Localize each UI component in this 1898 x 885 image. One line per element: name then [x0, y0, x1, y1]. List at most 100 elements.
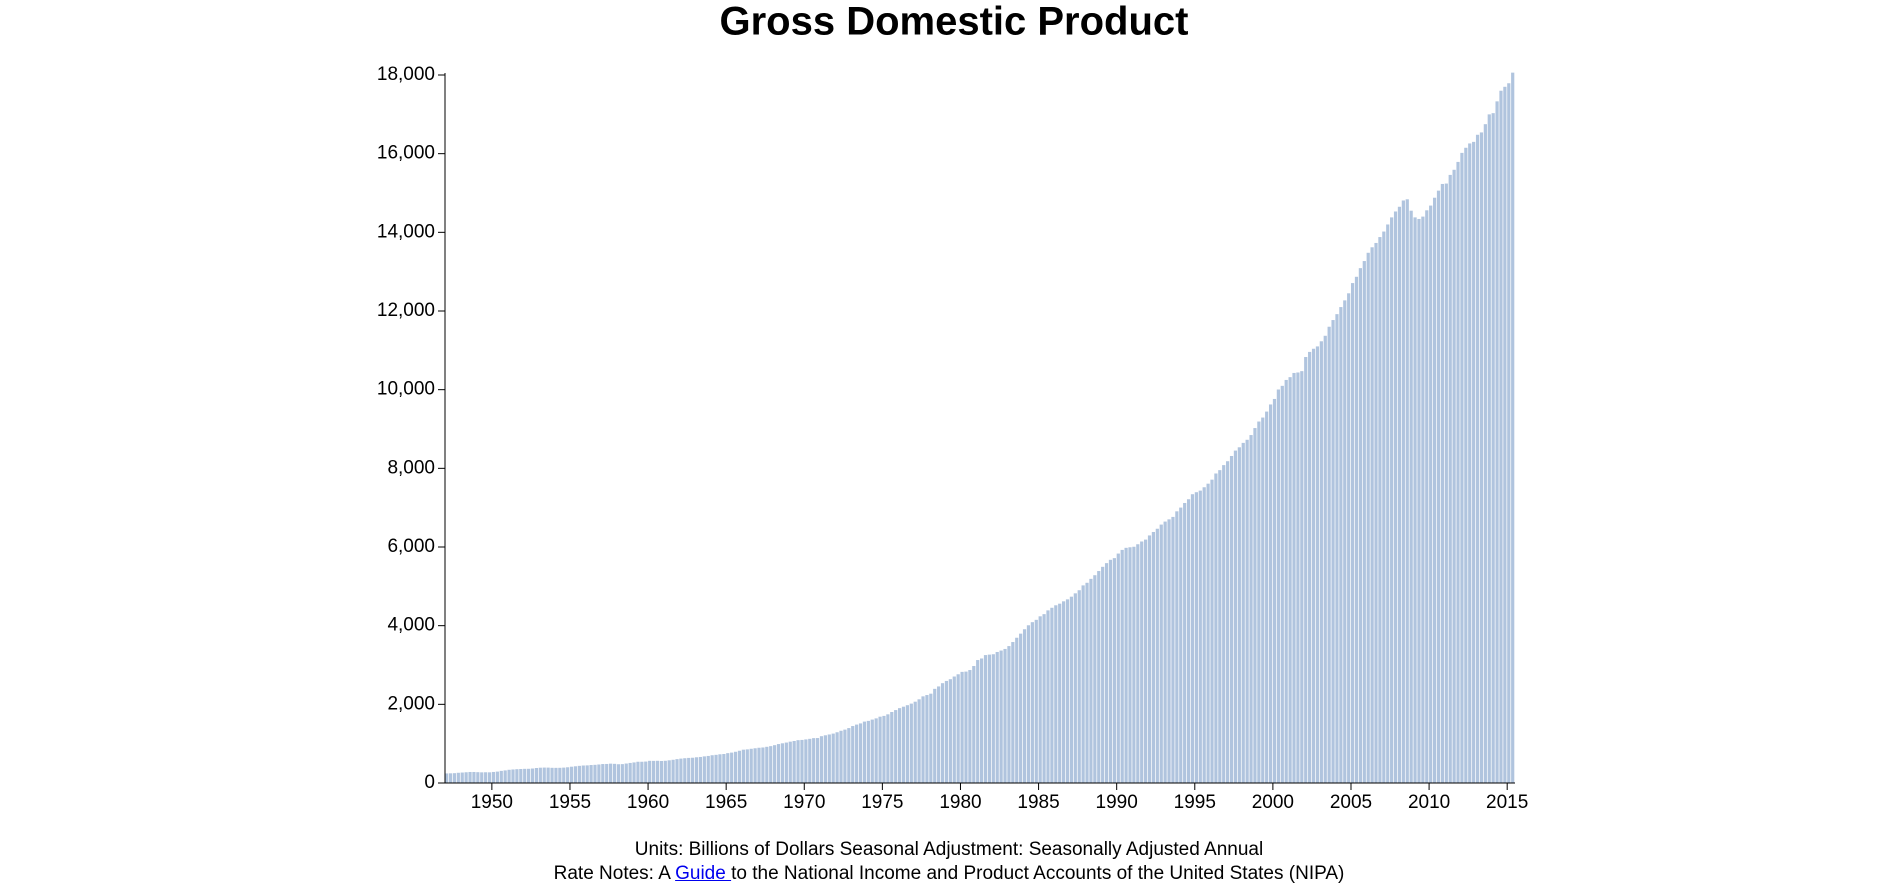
bar	[839, 730, 843, 783]
bar	[1159, 524, 1163, 783]
bar	[644, 761, 648, 783]
bar	[1464, 147, 1468, 783]
bar	[1214, 473, 1218, 783]
bar	[1144, 539, 1148, 783]
bar	[1432, 197, 1437, 784]
bar	[1108, 559, 1113, 783]
y-tick-label: 10,000	[377, 379, 435, 400]
bar	[1101, 566, 1105, 783]
bar	[1335, 314, 1339, 783]
bar	[980, 658, 984, 783]
x-tick-label: 1960	[627, 792, 669, 813]
bar	[1343, 300, 1347, 783]
bar	[933, 688, 937, 783]
x-tick-label: 1955	[549, 792, 591, 813]
bar	[1378, 237, 1382, 783]
bar	[780, 743, 785, 783]
bar	[1362, 261, 1366, 784]
bar	[1171, 516, 1175, 783]
bar	[601, 764, 605, 783]
bar	[1468, 143, 1472, 783]
bar	[882, 715, 886, 783]
bar	[616, 764, 621, 783]
bar	[464, 772, 468, 783]
bar	[1405, 199, 1409, 783]
bar	[456, 772, 460, 783]
bar	[1054, 605, 1058, 783]
bar	[620, 764, 624, 783]
bar	[940, 683, 945, 783]
bar	[499, 770, 503, 783]
bar	[1124, 547, 1128, 783]
bar	[1507, 83, 1511, 783]
bar	[855, 724, 859, 783]
bar	[901, 706, 906, 783]
bar	[530, 768, 535, 783]
bar	[515, 769, 519, 783]
bar	[577, 765, 581, 783]
bar	[651, 760, 656, 783]
bar	[1030, 622, 1034, 783]
bar	[843, 729, 847, 783]
bar	[730, 752, 734, 783]
bar	[987, 654, 992, 783]
bar	[714, 754, 718, 783]
bar	[925, 695, 929, 783]
bar	[1097, 571, 1101, 783]
bar	[503, 770, 507, 783]
bar	[1136, 544, 1140, 783]
bar	[1011, 642, 1015, 783]
bar	[773, 745, 777, 783]
bar	[858, 723, 863, 783]
bar	[1085, 582, 1089, 783]
bar	[1218, 470, 1222, 783]
bar	[847, 728, 851, 783]
bar	[1487, 114, 1491, 783]
bar	[554, 767, 558, 783]
bar	[745, 749, 749, 783]
bar	[1190, 494, 1195, 783]
bar	[1315, 346, 1320, 783]
bar	[1198, 490, 1202, 783]
bar	[605, 763, 609, 783]
bar	[1327, 326, 1331, 783]
bar	[733, 751, 738, 783]
bar	[769, 746, 773, 783]
bar	[1237, 447, 1241, 783]
x-tick-label: 1985	[1017, 792, 1059, 813]
bar	[511, 769, 515, 783]
y-tick-label: 0	[424, 772, 435, 793]
bar	[905, 705, 910, 783]
bar	[718, 754, 722, 783]
y-tick-label: 6,000	[387, 536, 435, 557]
bar	[812, 738, 816, 783]
bar	[1347, 293, 1351, 783]
x-tick-label: 2000	[1252, 792, 1294, 813]
guide-link[interactable]: Guide	[675, 863, 732, 884]
x-tick-label: 1980	[939, 792, 981, 813]
bar	[1007, 646, 1011, 783]
x-tick-label: 1975	[861, 792, 903, 813]
bar	[487, 772, 492, 783]
bar	[691, 757, 695, 783]
bar	[1366, 252, 1370, 783]
bar	[1038, 616, 1042, 783]
bar	[1179, 507, 1183, 783]
bar	[1015, 637, 1019, 783]
bar	[952, 676, 956, 783]
bar	[1304, 357, 1308, 783]
bar	[1050, 607, 1054, 783]
bar	[1065, 599, 1070, 783]
bar	[726, 753, 730, 783]
x-tick-label: 1970	[783, 792, 825, 813]
bar	[1089, 578, 1093, 783]
bar	[1062, 601, 1066, 783]
bar	[1425, 210, 1429, 784]
bar	[851, 726, 855, 783]
bar	[823, 735, 828, 783]
bar	[815, 738, 820, 783]
bar	[1202, 487, 1206, 783]
bar	[542, 767, 546, 783]
bar	[960, 671, 964, 783]
